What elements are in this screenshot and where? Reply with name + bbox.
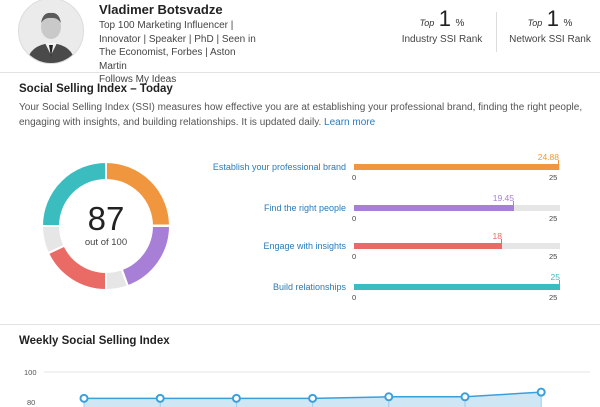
- component-value: 24.88: [537, 152, 559, 162]
- rank-percent: %: [455, 18, 465, 29]
- component-value: 25: [550, 272, 560, 282]
- y-tick-label: 80: [27, 398, 36, 407]
- data-point[interactable]: [384, 392, 394, 402]
- bar-marker: [558, 160, 559, 170]
- ssi-description-text: Your Social Selling Index (SSI) measures…: [19, 102, 583, 128]
- data-point[interactable]: [536, 387, 546, 397]
- component-bar-brand: [354, 160, 560, 170]
- headline-line: Innovator | Speaker | PhD | Seen in: [99, 33, 256, 45]
- bar-marker: [559, 280, 560, 290]
- component-label-people[interactable]: Find the right people: [263, 203, 346, 213]
- industry-rank: Top 1 % Industry SSI Rank: [394, 6, 490, 54]
- weekly-ssi-chart: [44, 371, 590, 407]
- bar-fill: [354, 284, 560, 290]
- rank-number: 1: [438, 6, 452, 31]
- data-point[interactable]: [308, 393, 318, 403]
- bar-marker: [513, 201, 514, 211]
- donut-segment: [40, 160, 107, 227]
- rank-top-text: Top: [419, 18, 435, 28]
- y-tick-label: 100: [24, 368, 37, 377]
- bar-min-tick: 0: [352, 173, 357, 182]
- bar-min-tick: 0: [352, 293, 357, 302]
- learn-more-link[interactable]: Learn more: [324, 117, 376, 128]
- bar-max-tick: 25: [549, 173, 558, 182]
- bar-fill: [354, 164, 559, 170]
- ssi-score-caption: out of 100: [84, 237, 128, 248]
- network-rank: Top 1 % Network SSI Rank: [504, 6, 596, 54]
- bar-max-tick: 25: [549, 214, 558, 223]
- ssi-donut-chart: [40, 160, 172, 292]
- divider: [0, 72, 600, 73]
- rank-value: Top 1 %: [394, 6, 490, 32]
- headline-line: Top 100 Marketing Influencer |: [99, 20, 234, 31]
- bar-max-tick: 25: [549, 252, 558, 261]
- rank-percent: %: [563, 18, 573, 29]
- ssi-score: 87: [87, 200, 125, 237]
- data-point[interactable]: [231, 393, 241, 403]
- weekly-ssi-title: Weekly Social Selling Index: [19, 335, 170, 347]
- divider: [0, 324, 600, 325]
- rank-number: 1: [546, 6, 560, 31]
- ssi-description: Your Social Selling Index (SSI) measures…: [19, 100, 591, 130]
- bar-fill: [354, 243, 502, 249]
- rank-top-text: Top: [527, 18, 543, 28]
- rank-label: Network SSI Rank: [509, 34, 591, 45]
- bar-marker: [501, 239, 502, 249]
- component-label-brand[interactable]: Establish your professional brand: [212, 162, 346, 172]
- component-value: 18: [492, 231, 502, 241]
- bar-fill: [354, 205, 514, 211]
- component-value: 19.45: [492, 193, 514, 203]
- rank-value: Top 1 %: [504, 6, 596, 32]
- avatar[interactable]: [18, 0, 84, 64]
- bar-min-tick: 0: [352, 214, 357, 223]
- headline-line: The Economist, Forbes | Aston Martin: [99, 47, 236, 72]
- component-label-insights[interactable]: Engage with insights: [263, 241, 346, 251]
- ssi-title: Social Selling Index – Today: [19, 83, 173, 95]
- profile-headline: Top 100 Marketing Influencer | Innovator…: [99, 19, 259, 87]
- data-point[interactable]: [460, 392, 470, 402]
- profile-name[interactable]: Vladimer Botsvadze: [99, 2, 223, 17]
- component-bar-relationships: [354, 280, 560, 290]
- component-label-relationships[interactable]: Build relationships: [272, 282, 346, 292]
- data-point[interactable]: [79, 393, 89, 403]
- bar-max-tick: 25: [549, 293, 558, 302]
- bar-min-tick: 0: [352, 252, 357, 261]
- component-bar-insights: [354, 239, 560, 249]
- person-portrait-icon: [19, 0, 83, 63]
- component-bar-people: [354, 201, 560, 211]
- data-point[interactable]: [155, 393, 165, 403]
- rank-label: Industry SSI Rank: [401, 34, 483, 45]
- donut-segment: [46, 244, 107, 292]
- headline-line: Follows My Ideas: [99, 74, 177, 85]
- divider: [496, 12, 497, 52]
